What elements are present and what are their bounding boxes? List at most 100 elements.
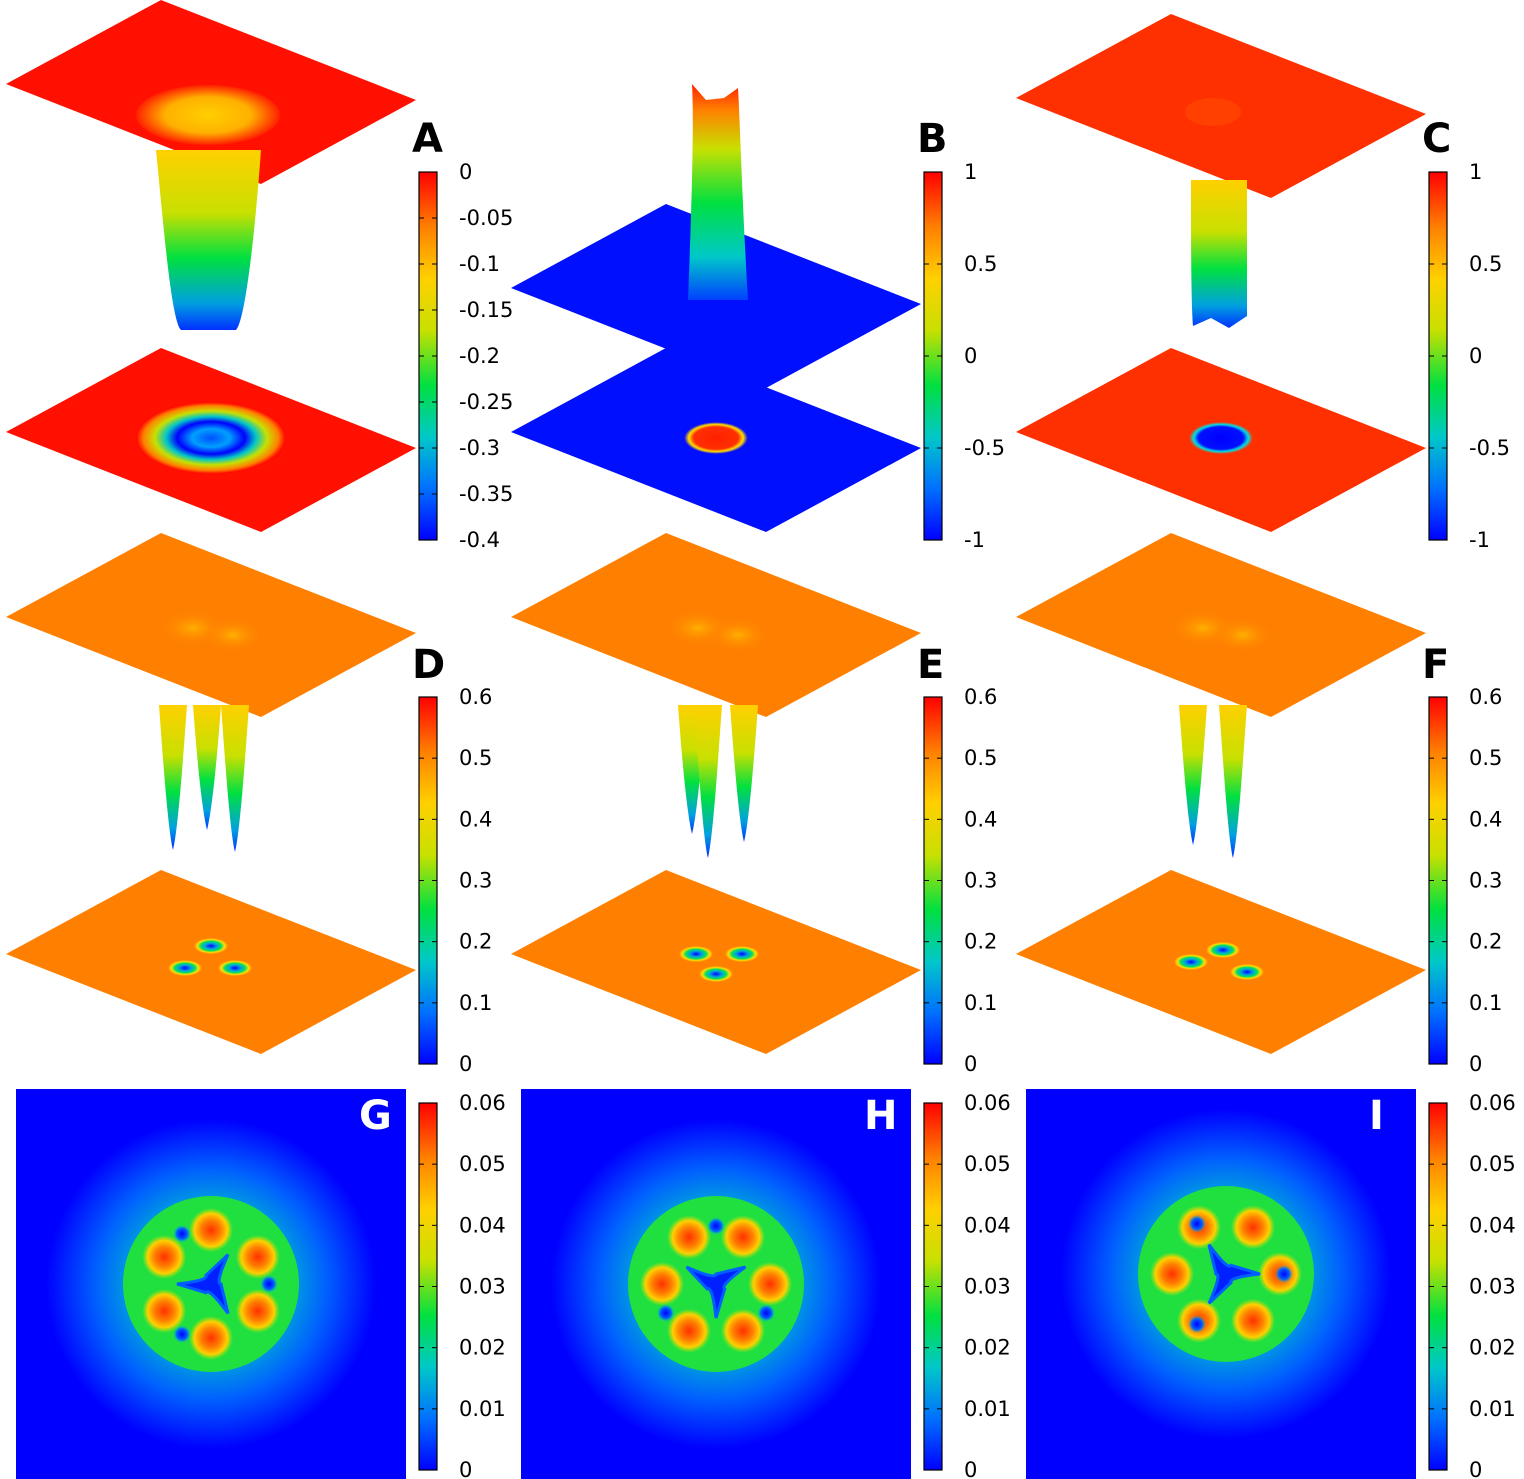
colorbar-tick-label: 0.04 [459, 1213, 506, 1237]
colorbar-tick-label: 0 [459, 1458, 472, 1479]
colorbar-tick-label: 0.05 [459, 1152, 506, 1176]
colorbar-tick-label: 0 [1469, 344, 1482, 368]
heatmap-lobe [1231, 1298, 1275, 1343]
panel-letter: F [1422, 642, 1449, 688]
colorbar-tick-label: 0 [1469, 1458, 1482, 1479]
heatmap-spot [1188, 1315, 1206, 1334]
heatmap-spot [173, 1224, 191, 1243]
colorbar-tick-label: 0.4 [964, 807, 997, 831]
colorbar-tick-label: 0 [459, 1052, 472, 1076]
surface-peak-map [684, 422, 748, 454]
colorbar-tick-label: 0.3 [964, 869, 997, 893]
panel-letter: C [1422, 116, 1451, 162]
surface-well-rim [136, 85, 280, 145]
colorbar-tick-label: -0.5 [964, 436, 1005, 460]
surface-well-stem [159, 705, 187, 850]
colorbar-tick-label: -0.5 [1469, 436, 1510, 460]
colorbar-tick-label: 0.06 [1469, 1091, 1516, 1115]
surface-well-map [194, 938, 228, 954]
panel-letter: B [917, 116, 948, 162]
colorbar-tick-label: -0.15 [459, 298, 513, 322]
surface-well-stem [156, 150, 261, 330]
surface-peak-stem [688, 84, 748, 300]
colorbar-tick-label: 1 [1469, 160, 1482, 184]
heatmap-spot [1188, 1214, 1206, 1233]
surface-well-stem [1179, 705, 1207, 845]
colorbar-tick-label: 0.4 [1469, 807, 1502, 831]
colorbar-tick-label: 0.1 [964, 991, 997, 1015]
surface-well-stem [193, 705, 221, 830]
colorbar-tick-label: 0.03 [1469, 1275, 1516, 1299]
panel-e: E 0.6 0.5 0.4 0.3 0.2 0.1 0 [511, 533, 997, 1076]
colorbar-tick-label: 0.5 [1469, 746, 1502, 770]
heatmap-lobe [235, 1289, 280, 1333]
panel-f: F 0.6 0.5 0.4 0.3 0.2 0.1 0 [1016, 533, 1502, 1076]
surface-well-stem [730, 705, 758, 842]
heatmap-lobe [640, 1262, 684, 1306]
surface-bottom-plane [511, 870, 921, 1054]
panel-c: C1 0.5 0 -0.5 -1 [1016, 14, 1510, 552]
heatmap-lobe [1150, 1252, 1194, 1296]
colorbar-tick-label: -1 [1469, 528, 1490, 552]
surface-bottom-plane [1016, 870, 1426, 1054]
colorbar-tick-label: 0.3 [1469, 869, 1502, 893]
surface-well-map [679, 946, 713, 962]
heatmap-spot [656, 1304, 675, 1322]
surface-well-map [725, 946, 759, 962]
colorbar-tick-label: 1 [964, 160, 977, 184]
surface-well-map [1189, 422, 1253, 454]
colorbar-tick-label: -1 [964, 528, 985, 552]
colorbar-tick-label: 0 [964, 344, 977, 368]
colorbar-tick-label: -0.25 [459, 390, 513, 414]
heatmap-lobe [189, 1208, 233, 1252]
colorbar-tick-label: 0.02 [459, 1336, 506, 1360]
colorbar-tick-label: 0.04 [1469, 1213, 1516, 1237]
surface-well-map [1230, 964, 1264, 980]
heatmap-spot [173, 1325, 191, 1344]
heatmap-lobe [721, 1215, 765, 1260]
colorbar-tick-label: -0.3 [459, 436, 500, 460]
surface-ring-map [136, 402, 286, 474]
colorbar-tick-label: 0.05 [1469, 1152, 1516, 1176]
panel-letter: E [917, 642, 944, 688]
heatmap-lobe [235, 1235, 280, 1279]
heatmap-spot [1275, 1265, 1293, 1283]
panel-i: I 0.06 0.05 0.04 0.03 0.02 0.01 0 [1026, 1089, 1516, 1479]
colorbar-tick-label: 0.2 [1469, 930, 1502, 954]
colorbar-tick-label: 0 [1469, 1052, 1482, 1076]
heatmap-center [1207, 1243, 1261, 1305]
colorbar-tick-label: 0.06 [459, 1091, 506, 1115]
colorbar-tick-label: 0.1 [459, 991, 492, 1015]
colorbar-tick-label: 0.6 [459, 685, 492, 709]
colorbar-tick-label: 0.01 [1469, 1397, 1516, 1421]
heatmap-lobe [1231, 1205, 1275, 1250]
colorbar-tick-label: -0.35 [459, 482, 513, 506]
panel-a: A0 -0.05 -0.1 -0.15 -0.2 -0.25 -0.3 -0.35 -0.4 [6, 0, 513, 552]
surface-well-map [218, 960, 252, 976]
colorbar-tick-label: 0.2 [964, 930, 997, 954]
panel-b: B1 0.5 0 -0.5 -1 [511, 84, 1005, 552]
colorbar-tick-label: -0.1 [459, 252, 500, 276]
colorbar-tick-label: 0.5 [459, 746, 492, 770]
colorbar-tick-label: 0.5 [1469, 252, 1502, 276]
colorbar-tick-label: 0 [964, 1458, 977, 1479]
heatmap-lobe [189, 1316, 233, 1360]
surface-bump [708, 618, 768, 652]
colorbar-tick-label: 0.04 [964, 1213, 1011, 1237]
surface-well-map [168, 960, 202, 976]
surface-well-map [1174, 954, 1208, 970]
colorbar-tick-label: 0.4 [459, 807, 492, 831]
colorbar-tick-label: -0.2 [459, 344, 500, 368]
surface-well-rim [1185, 98, 1241, 126]
heatmap-spot [707, 1217, 725, 1235]
heatmap-center [176, 1253, 230, 1315]
colorbar-tick-label: 0.5 [964, 252, 997, 276]
panel-letter: H [864, 1093, 897, 1139]
colorbar-tick-label: 0.03 [459, 1275, 506, 1299]
colorbar-tick-label: 0.3 [459, 869, 492, 893]
colorbar-tick-label: -0.4 [459, 528, 500, 552]
colorbar-tick-label: 0.1 [1469, 991, 1502, 1015]
colorbar-tick-label: 0.06 [964, 1091, 1011, 1115]
panel-letter: A [412, 116, 443, 162]
